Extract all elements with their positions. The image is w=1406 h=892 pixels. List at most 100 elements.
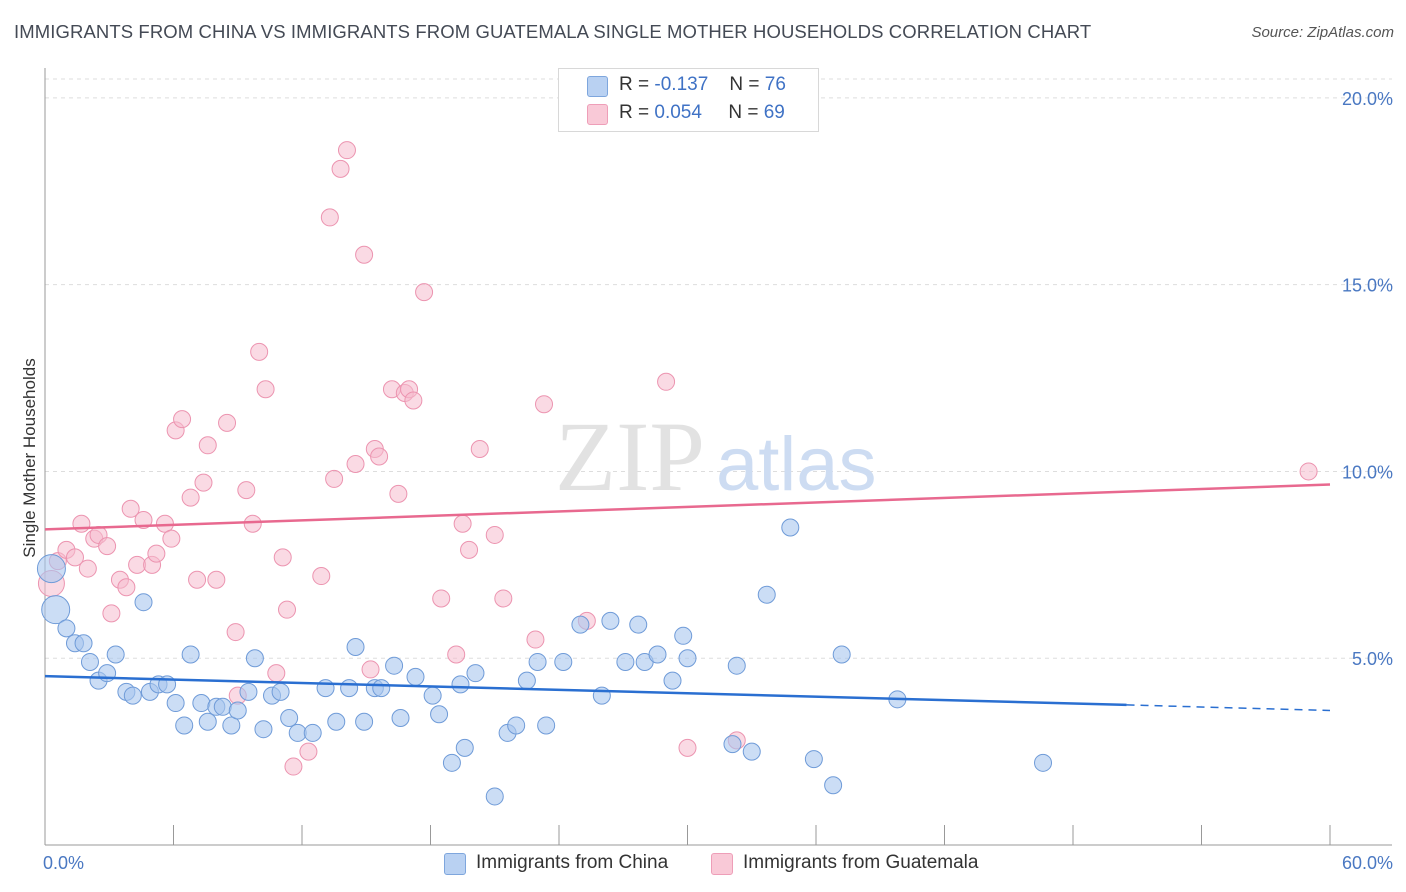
guatemala-point [337, 141, 356, 160]
china-point [280, 708, 299, 727]
y-axis-label: Single Mother Households [20, 358, 39, 557]
china-point [239, 682, 258, 701]
guatemala-point [432, 589, 451, 608]
guatemala-point [404, 391, 423, 410]
guatemala-point [243, 514, 262, 533]
guatemala-point [460, 540, 479, 559]
china-point [57, 619, 76, 638]
guatemala-point [134, 511, 153, 530]
china-point [423, 686, 442, 705]
china-point [678, 649, 697, 668]
china-stats: R = -0.137 N = 76 [619, 74, 786, 95]
china-point [74, 634, 93, 653]
guatemala-point [331, 159, 350, 178]
guatemala-point [535, 395, 554, 414]
guatemala-point [1299, 462, 1318, 481]
china-point [571, 615, 590, 634]
zipatlas-watermark: ZIP atlas [555, 401, 877, 512]
china-point [198, 712, 217, 731]
guatemala-swatch [587, 104, 608, 125]
guatemala-point [65, 548, 84, 567]
china-trend-extension [1126, 704, 1331, 712]
guatemala-point [494, 589, 513, 608]
china-point [213, 697, 232, 716]
guatemala-point [188, 570, 207, 589]
guatemala-point [284, 757, 303, 776]
china-point [36, 554, 66, 584]
guatemala-point [485, 525, 504, 544]
guatemala-point [312, 567, 331, 586]
source-credit: Source: ZipAtlas.com [1251, 24, 1394, 41]
china-point [629, 615, 648, 634]
bottom-guatemala-swatch [711, 853, 733, 875]
guatemala-r-value: 0.054 [654, 102, 702, 123]
guatemala-point [237, 481, 256, 500]
china-point [192, 694, 211, 713]
china-point [537, 716, 556, 735]
tick-labels: 5.0% 10.0% 15.0% 20.0% 0.0% 60.0% [43, 89, 1393, 873]
china-point [466, 664, 485, 683]
correlation-legend: R = -0.137 N = 76 R = 0.054 N = 69 [558, 68, 819, 132]
bottom-china-swatch [444, 853, 466, 875]
china-point [80, 652, 99, 671]
guatemala-point [470, 440, 489, 459]
china-point [175, 716, 194, 735]
bottom-china-label: Immigrants from China [476, 852, 669, 873]
china-point [254, 720, 273, 739]
y-tick-label: 20.0% [1342, 89, 1393, 109]
china-point [451, 675, 470, 694]
china-point [228, 701, 247, 720]
china-r-value: -0.137 [654, 74, 709, 95]
china-point [391, 708, 410, 727]
china-trend-line [44, 674, 1127, 707]
china-point [134, 593, 153, 612]
china-point [271, 682, 290, 701]
y-tick-label: 15.0% [1342, 276, 1393, 296]
china-point [616, 652, 635, 671]
china-point [406, 667, 425, 686]
guatemala-point [226, 623, 245, 642]
guatemala-point [173, 410, 192, 429]
guatemala-point [415, 283, 434, 302]
china-point [663, 671, 682, 690]
guatemala-point [389, 484, 408, 503]
guatemala-point [325, 469, 344, 488]
guatemala-point [250, 342, 269, 361]
china-point [316, 679, 335, 698]
guatemala-point [102, 604, 121, 623]
china-point [601, 611, 620, 630]
watermark-atlas: atlas [716, 422, 877, 507]
guatemala-point [72, 514, 91, 533]
china-point [674, 626, 693, 645]
china-point [742, 742, 761, 761]
chart-title: IMMIGRANTS FROM CHINA VS IMMIGRANTS FROM… [14, 21, 1092, 42]
china-point [1034, 753, 1053, 772]
china-point [166, 694, 185, 713]
guatemala-n-value: 69 [763, 102, 785, 123]
china-point [327, 712, 346, 731]
guatemala-point [447, 645, 466, 664]
china-n-value: 76 [764, 74, 786, 95]
china-point [123, 686, 142, 705]
china-point [181, 645, 200, 664]
guatemala-point [218, 413, 237, 432]
china-point [340, 679, 359, 698]
guatemala-point [198, 436, 217, 455]
china-point [385, 656, 404, 675]
china-point [723, 735, 742, 754]
x-tick-label: 60.0% [1342, 853, 1393, 873]
guatemala-point [98, 537, 117, 556]
guatemala-point [78, 559, 97, 578]
china-point [757, 585, 776, 604]
china-point [804, 750, 823, 769]
x-tick-label: 0.0% [43, 853, 84, 873]
guatemala-point [162, 529, 181, 548]
china-point [245, 649, 264, 668]
china-point [442, 753, 461, 772]
china-point [824, 776, 843, 795]
guatemala-point [361, 660, 380, 679]
china-points [36, 518, 1053, 806]
china-point [346, 638, 365, 657]
china-point [485, 787, 504, 806]
